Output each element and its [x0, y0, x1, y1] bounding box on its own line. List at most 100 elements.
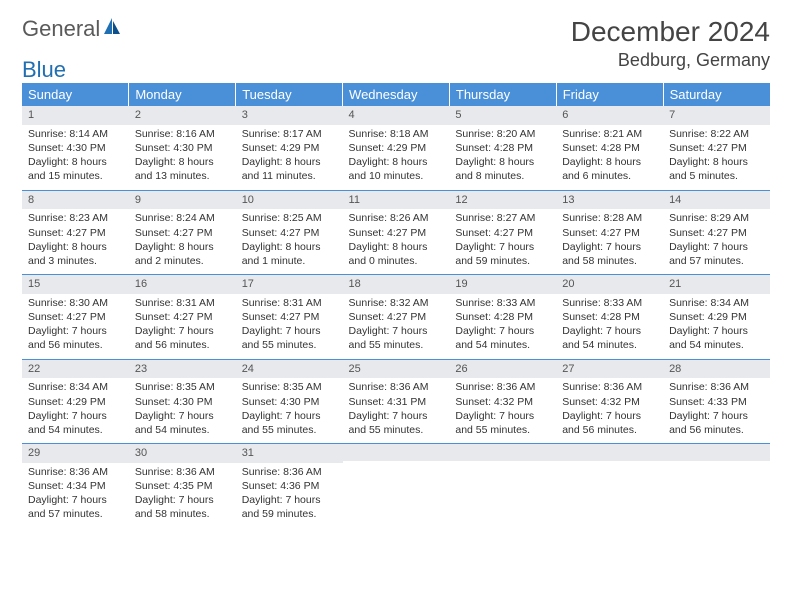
sunset-text: Sunset: 4:33 PM [669, 395, 764, 409]
day-number: 3 [236, 106, 343, 125]
daylight-text: Daylight: 7 hours and 59 minutes. [242, 493, 337, 521]
calendar-day-cell: 29Sunrise: 8:36 AMSunset: 4:34 PMDayligh… [22, 444, 129, 528]
daylight-text: Daylight: 8 hours and 3 minutes. [28, 240, 123, 268]
sunset-text: Sunset: 4:28 PM [562, 310, 657, 324]
day-number: 25 [343, 360, 450, 379]
day-body: Sunrise: 8:30 AMSunset: 4:27 PMDaylight:… [22, 294, 129, 359]
day-number: 20 [556, 275, 663, 294]
day-body: Sunrise: 8:25 AMSunset: 4:27 PMDaylight:… [236, 209, 343, 274]
calendar-day-cell [343, 444, 450, 528]
day-body: Sunrise: 8:36 AMSunset: 4:32 PMDaylight:… [449, 378, 556, 443]
day-body: Sunrise: 8:16 AMSunset: 4:30 PMDaylight:… [129, 125, 236, 190]
calendar-day-cell: 6Sunrise: 8:21 AMSunset: 4:28 PMDaylight… [556, 106, 663, 190]
sunrise-text: Sunrise: 8:18 AM [349, 127, 444, 141]
day-body [449, 461, 556, 469]
calendar-day-cell: 5Sunrise: 8:20 AMSunset: 4:28 PMDaylight… [449, 106, 556, 190]
day-body: Sunrise: 8:14 AMSunset: 4:30 PMDaylight:… [22, 125, 129, 190]
calendar-day-cell: 20Sunrise: 8:33 AMSunset: 4:28 PMDayligh… [556, 275, 663, 360]
sunset-text: Sunset: 4:35 PM [135, 479, 230, 493]
daylight-text: Daylight: 8 hours and 10 minutes. [349, 155, 444, 183]
calendar-day-cell: 8Sunrise: 8:23 AMSunset: 4:27 PMDaylight… [22, 190, 129, 275]
header: General December 2024 Bedburg, Germany [22, 16, 770, 71]
sunrise-text: Sunrise: 8:25 AM [242, 211, 337, 225]
day-number: 4 [343, 106, 450, 125]
day-number [343, 444, 450, 461]
day-body: Sunrise: 8:36 AMSunset: 4:35 PMDaylight:… [129, 463, 236, 528]
day-number [449, 444, 556, 461]
day-body: Sunrise: 8:28 AMSunset: 4:27 PMDaylight:… [556, 209, 663, 274]
calendar-day-cell: 3Sunrise: 8:17 AMSunset: 4:29 PMDaylight… [236, 106, 343, 190]
calendar-day-cell: 17Sunrise: 8:31 AMSunset: 4:27 PMDayligh… [236, 275, 343, 360]
day-body: Sunrise: 8:29 AMSunset: 4:27 PMDaylight:… [663, 209, 770, 274]
day-number: 27 [556, 360, 663, 379]
sunrise-text: Sunrise: 8:23 AM [28, 211, 123, 225]
weekday-header: Friday [556, 83, 663, 106]
day-body: Sunrise: 8:32 AMSunset: 4:27 PMDaylight:… [343, 294, 450, 359]
sunset-text: Sunset: 4:27 PM [669, 226, 764, 240]
sunset-text: Sunset: 4:27 PM [28, 310, 123, 324]
sunrise-text: Sunrise: 8:27 AM [455, 211, 550, 225]
daylight-text: Daylight: 7 hours and 59 minutes. [455, 240, 550, 268]
sunrise-text: Sunrise: 8:36 AM [455, 380, 550, 394]
daylight-text: Daylight: 7 hours and 56 minutes. [28, 324, 123, 352]
sunrise-text: Sunrise: 8:17 AM [242, 127, 337, 141]
day-body: Sunrise: 8:36 AMSunset: 4:36 PMDaylight:… [236, 463, 343, 528]
calendar-day-cell: 25Sunrise: 8:36 AMSunset: 4:31 PMDayligh… [343, 359, 450, 444]
sunset-text: Sunset: 4:36 PM [242, 479, 337, 493]
calendar-day-cell: 27Sunrise: 8:36 AMSunset: 4:32 PMDayligh… [556, 359, 663, 444]
day-number: 10 [236, 191, 343, 210]
day-number: 22 [22, 360, 129, 379]
daylight-text: Daylight: 8 hours and 6 minutes. [562, 155, 657, 183]
sunset-text: Sunset: 4:30 PM [28, 141, 123, 155]
sunset-text: Sunset: 4:32 PM [562, 395, 657, 409]
sunrise-text: Sunrise: 8:20 AM [455, 127, 550, 141]
calendar-day-cell [556, 444, 663, 528]
sunset-text: Sunset: 4:34 PM [28, 479, 123, 493]
day-number: 5 [449, 106, 556, 125]
day-body: Sunrise: 8:34 AMSunset: 4:29 PMDaylight:… [663, 294, 770, 359]
sunset-text: Sunset: 4:27 PM [135, 226, 230, 240]
calendar-day-cell: 1Sunrise: 8:14 AMSunset: 4:30 PMDaylight… [22, 106, 129, 190]
calendar-week-row: 1Sunrise: 8:14 AMSunset: 4:30 PMDaylight… [22, 106, 770, 190]
sunrise-text: Sunrise: 8:36 AM [349, 380, 444, 394]
weekday-header: Thursday [449, 83, 556, 106]
sunrise-text: Sunrise: 8:30 AM [28, 296, 123, 310]
location: Bedburg, Germany [571, 50, 770, 71]
sunset-text: Sunset: 4:27 PM [455, 226, 550, 240]
day-body: Sunrise: 8:20 AMSunset: 4:28 PMDaylight:… [449, 125, 556, 190]
daylight-text: Daylight: 7 hours and 57 minutes. [669, 240, 764, 268]
daylight-text: Daylight: 7 hours and 54 minutes. [135, 409, 230, 437]
calendar-day-cell [449, 444, 556, 528]
calendar-day-cell: 4Sunrise: 8:18 AMSunset: 4:29 PMDaylight… [343, 106, 450, 190]
sunrise-text: Sunrise: 8:14 AM [28, 127, 123, 141]
weekday-header: Saturday [663, 83, 770, 106]
sunset-text: Sunset: 4:30 PM [135, 395, 230, 409]
day-body: Sunrise: 8:33 AMSunset: 4:28 PMDaylight:… [449, 294, 556, 359]
daylight-text: Daylight: 8 hours and 0 minutes. [349, 240, 444, 268]
calendar-day-cell: 21Sunrise: 8:34 AMSunset: 4:29 PMDayligh… [663, 275, 770, 360]
sunrise-text: Sunrise: 8:32 AM [349, 296, 444, 310]
day-number: 29 [22, 444, 129, 463]
daylight-text: Daylight: 7 hours and 54 minutes. [669, 324, 764, 352]
calendar-day-cell: 2Sunrise: 8:16 AMSunset: 4:30 PMDaylight… [129, 106, 236, 190]
day-number [663, 444, 770, 461]
daylight-text: Daylight: 7 hours and 54 minutes. [455, 324, 550, 352]
weekday-row: Sunday Monday Tuesday Wednesday Thursday… [22, 83, 770, 106]
calendar-day-cell: 19Sunrise: 8:33 AMSunset: 4:28 PMDayligh… [449, 275, 556, 360]
sunrise-text: Sunrise: 8:36 AM [28, 465, 123, 479]
sunrise-text: Sunrise: 8:33 AM [562, 296, 657, 310]
sunset-text: Sunset: 4:29 PM [28, 395, 123, 409]
sunrise-text: Sunrise: 8:26 AM [349, 211, 444, 225]
daylight-text: Daylight: 8 hours and 11 minutes. [242, 155, 337, 183]
sunrise-text: Sunrise: 8:21 AM [562, 127, 657, 141]
day-number: 6 [556, 106, 663, 125]
sunset-text: Sunset: 4:28 PM [562, 141, 657, 155]
sunrise-text: Sunrise: 8:34 AM [669, 296, 764, 310]
calendar-day-cell [663, 444, 770, 528]
sunrise-text: Sunrise: 8:35 AM [135, 380, 230, 394]
day-body: Sunrise: 8:36 AMSunset: 4:34 PMDaylight:… [22, 463, 129, 528]
daylight-text: Daylight: 7 hours and 54 minutes. [28, 409, 123, 437]
day-number: 2 [129, 106, 236, 125]
day-body: Sunrise: 8:21 AMSunset: 4:28 PMDaylight:… [556, 125, 663, 190]
sunset-text: Sunset: 4:28 PM [455, 310, 550, 324]
